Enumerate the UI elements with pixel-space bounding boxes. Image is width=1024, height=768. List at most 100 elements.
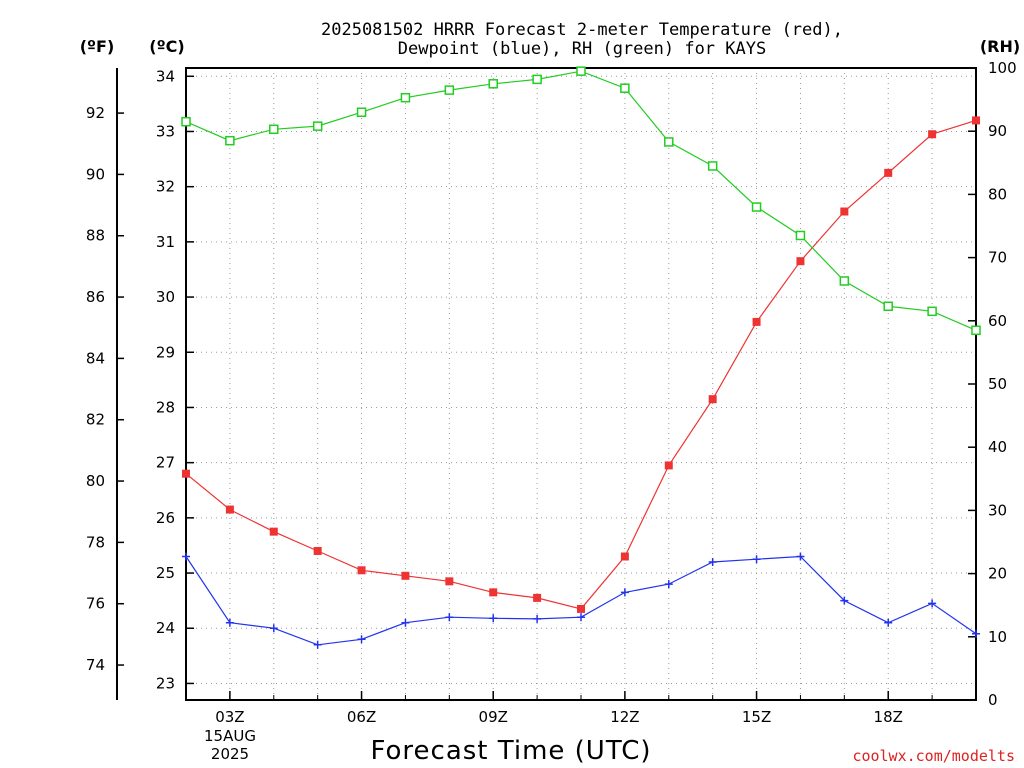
rh-point xyxy=(620,83,630,93)
rh-tick-label: 60 xyxy=(988,312,1007,330)
chart-title-line1: 2025081502 HRRR Forecast 2-meter Tempera… xyxy=(321,20,843,40)
rh-point xyxy=(971,325,981,336)
rh-point xyxy=(576,66,586,76)
temperature-point xyxy=(533,593,542,602)
temperature-point xyxy=(357,566,366,575)
temperature-point xyxy=(269,527,278,536)
dewpoint-point xyxy=(664,580,673,589)
temperature-point xyxy=(401,571,410,580)
time-axis: 03Z 06Z 09Z 12Z 15Z 18Z xyxy=(185,691,977,726)
celsius-tick-label: 31 xyxy=(156,233,175,251)
dewpoint-point xyxy=(577,613,585,622)
time-tick-label: 03Z xyxy=(215,708,244,726)
dewpoint-point xyxy=(752,555,761,564)
dewpoint-point xyxy=(401,618,410,627)
dewpoint-point xyxy=(928,599,937,608)
dewpoint-point xyxy=(884,618,893,627)
temperature-point xyxy=(225,505,234,514)
rh-tick-label: 100 xyxy=(988,59,1017,77)
celsius-unit-label: (ºC) xyxy=(149,37,184,56)
rh-tick-label: 30 xyxy=(988,501,1007,519)
series-layer xyxy=(181,66,981,649)
rh-tick-label: 50 xyxy=(988,375,1007,393)
rh-unit-label: (RH) xyxy=(980,37,1020,56)
rh-point xyxy=(751,202,762,212)
rh-tick-label: 40 xyxy=(988,438,1007,456)
fahrenheit-tick-label: 84 xyxy=(86,349,105,367)
temperature-point xyxy=(445,577,454,586)
rh-point xyxy=(795,230,806,241)
rh-tick-label: 70 xyxy=(988,249,1007,267)
dewpoint-series-line xyxy=(185,555,977,646)
time-tick-label: 09Z xyxy=(479,708,508,726)
rh-point xyxy=(664,137,674,147)
fahrenheit-tick-label: 86 xyxy=(86,288,105,306)
rh-tick-label: 90 xyxy=(988,122,1007,140)
dewpoint-point xyxy=(182,552,190,561)
fahrenheit-tick-label: 82 xyxy=(86,411,105,429)
temperature-point xyxy=(182,469,190,478)
fahrenheit-tick-label: 92 xyxy=(86,104,105,122)
celsius-tick-label: 32 xyxy=(156,178,175,196)
time-tick-label: 18Z xyxy=(874,708,903,726)
rh-point xyxy=(532,74,542,85)
fahrenheit-tick-label: 76 xyxy=(86,595,105,613)
dewpoint-point xyxy=(313,640,322,649)
fahrenheit-tick-label: 90 xyxy=(86,165,105,183)
rh-point xyxy=(488,79,498,89)
temperature-point xyxy=(972,116,980,125)
temperature-point xyxy=(313,546,322,555)
credit-text: coolwx.com/modelts xyxy=(852,747,1015,765)
dewpoint-point xyxy=(708,558,717,567)
fahrenheit-tick-label: 74 xyxy=(86,656,105,674)
celsius-tick-label: 23 xyxy=(156,674,175,692)
temperature-point xyxy=(577,604,585,613)
x-axis-title: Forecast Time (UTC) xyxy=(370,736,651,766)
dewpoint-point xyxy=(796,552,805,561)
dewpoint-point xyxy=(620,588,629,597)
fahrenheit-tick-label: 78 xyxy=(86,533,105,551)
rh-tick-label: 10 xyxy=(988,628,1007,646)
temperature-point xyxy=(664,461,673,470)
celsius-tick-label: 27 xyxy=(156,454,175,472)
celsius-axis: 23 24 25 26 27 28 29 30 31 32 33 34 xyxy=(156,67,194,692)
dewpoint-point xyxy=(225,618,234,627)
temperature-point xyxy=(752,317,761,326)
rh-series-line xyxy=(185,70,977,331)
temperature-point xyxy=(796,257,805,266)
celsius-tick-label: 29 xyxy=(156,343,175,361)
temperature-point xyxy=(708,395,717,404)
celsius-tick-label: 28 xyxy=(156,398,175,416)
rh-tick-label: 20 xyxy=(988,565,1007,583)
celsius-tick-label: 24 xyxy=(156,619,175,637)
celsius-tick-label: 30 xyxy=(156,288,175,306)
rh-point xyxy=(707,161,718,171)
dewpoint-point xyxy=(269,624,278,633)
celsius-tick-label: 25 xyxy=(156,564,175,582)
chart-title-line2: Dewpoint (blue), RH (green) for KAYS xyxy=(398,39,766,59)
dewpoint-point xyxy=(357,635,366,644)
rh-point xyxy=(312,121,323,131)
rh-point xyxy=(356,107,367,117)
dewpoint-point xyxy=(533,614,542,623)
celsius-tick-label: 34 xyxy=(156,67,175,85)
temperature-point xyxy=(928,130,937,139)
celsius-tick-label: 33 xyxy=(156,122,175,140)
temperature-point xyxy=(620,552,629,561)
fahrenheit-axis: 74 76 78 80 82 84 86 88 90 92 xyxy=(86,104,124,674)
rh-tick-label: 0 xyxy=(988,691,998,709)
rh-point xyxy=(181,116,191,127)
rh-tick-label: 80 xyxy=(988,185,1007,203)
temperature-point xyxy=(840,207,849,216)
dewpoint-point xyxy=(840,596,849,605)
time-tick-label: 12Z xyxy=(610,708,639,726)
dewpoint-point xyxy=(445,613,454,622)
rh-point xyxy=(839,276,850,286)
rh-point xyxy=(927,306,937,317)
time-tick-label: 15Z xyxy=(742,708,771,726)
temperature-point xyxy=(489,588,498,597)
fahrenheit-tick-label: 80 xyxy=(86,472,105,490)
dewpoint-point xyxy=(489,614,498,623)
rh-point xyxy=(225,135,235,146)
